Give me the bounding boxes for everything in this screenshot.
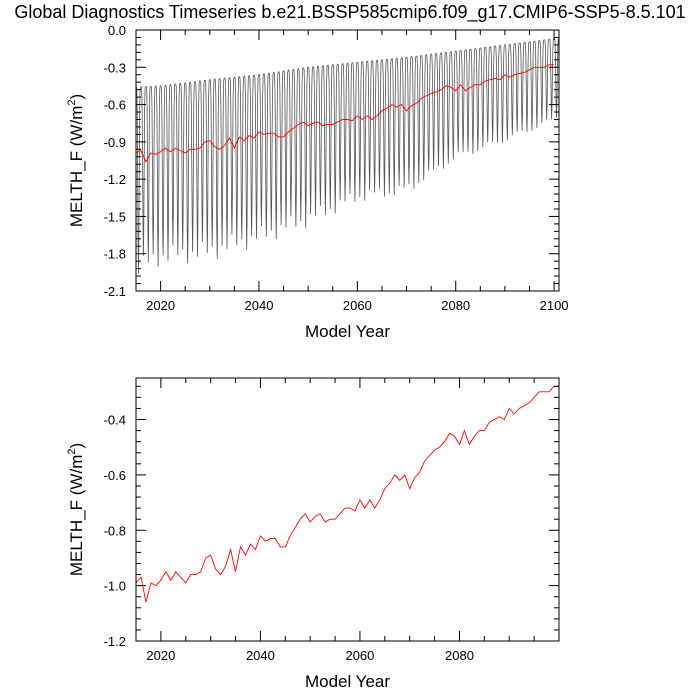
y-tick-label: -1.5 bbox=[104, 209, 126, 224]
x-tick-label: 2100 bbox=[540, 298, 569, 313]
y-axis-title: MELTH_F (W/m2) bbox=[66, 443, 86, 576]
plot-frame bbox=[135, 29, 560, 292]
x-axis-title: Model Year bbox=[305, 322, 390, 341]
y-tick-label: -0.6 bbox=[104, 468, 126, 483]
x-tick-label: 2060 bbox=[345, 648, 374, 663]
y-tick-label: -0.9 bbox=[104, 135, 126, 150]
x-tick-label: 2040 bbox=[245, 298, 274, 313]
y-tick-label: -0.8 bbox=[104, 523, 126, 538]
y-axis-title: MELTH_F (W/m2) bbox=[66, 94, 86, 227]
y-tick-label: -0.3 bbox=[104, 60, 126, 75]
y-tick-label: -0.4 bbox=[104, 413, 126, 428]
chart-title: Global Diagnostics Timeseries b.e21.BSSP… bbox=[14, 2, 685, 23]
annual-mean-series-line bbox=[136, 385, 559, 603]
x-tick-label: 2020 bbox=[146, 298, 175, 313]
x-axis-title: Model Year bbox=[305, 672, 390, 691]
y-tick-label: -0.6 bbox=[104, 98, 126, 113]
y-tick-label: -1.0 bbox=[104, 579, 126, 594]
annual-mean-series-line bbox=[136, 64, 555, 163]
top-panel: 2020 2040 2060 2080 2100 0.0 -0.3 -0.6 -0.9 -1.2 -… bbox=[66, 23, 569, 341]
monthly-series-line bbox=[136, 38, 559, 274]
x-tick-label: 2080 bbox=[445, 648, 474, 663]
x-tick-label: 2060 bbox=[343, 298, 372, 313]
x-tick-label: 2020 bbox=[146, 648, 175, 663]
bottom-panel: 2020 2040 2060 2080 -0.4 -0.6 -0.8 -1.0 -1.2 Mode… bbox=[66, 377, 560, 691]
y-tick-label: -1.2 bbox=[104, 634, 126, 649]
x-tick-label: 2080 bbox=[441, 298, 470, 313]
x-tick-label: 2040 bbox=[246, 648, 275, 663]
y-tick-label: -1.2 bbox=[104, 172, 126, 187]
y-tick-label: 0.0 bbox=[108, 23, 126, 38]
y-tick-label: -1.8 bbox=[104, 247, 126, 262]
plot-frame bbox=[135, 377, 560, 642]
y-tick-label: -2.1 bbox=[104, 284, 126, 299]
